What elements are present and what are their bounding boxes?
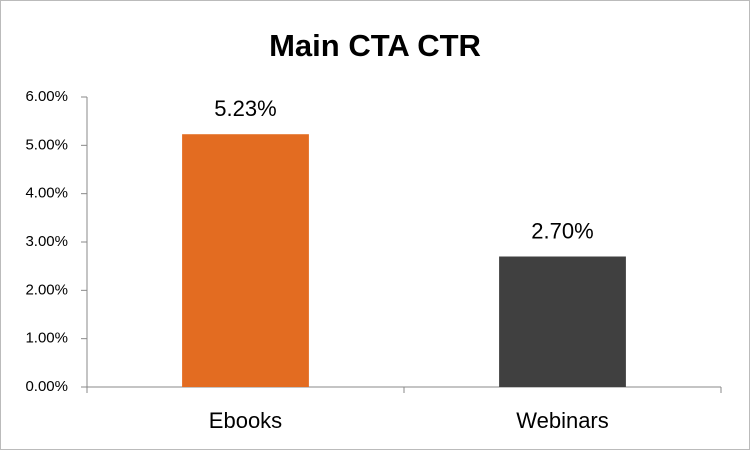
bar [182,134,309,387]
x-tick-label: Ebooks [209,408,282,433]
y-tick-label: 2.00% [25,281,68,298]
value-label: 5.23% [214,96,276,121]
y-tick-label: 3.00% [25,233,68,250]
y-tick-label: 4.00% [25,185,68,202]
bar [499,256,626,387]
chart-title: Main CTA CTR [269,28,481,63]
y-tick-label: 1.00% [25,330,68,347]
y-tick-label: 5.00% [25,136,68,153]
y-tick-label: 6.00% [25,88,68,105]
x-tick-label: Webinars [516,408,609,433]
value-label: 2.70% [531,218,593,243]
y-tick-label: 0.00% [25,378,68,395]
